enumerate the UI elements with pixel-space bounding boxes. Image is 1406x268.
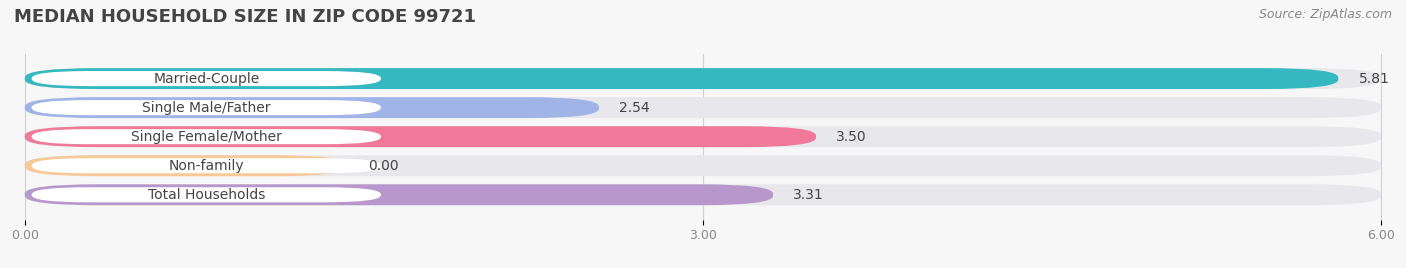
FancyBboxPatch shape [25,184,773,205]
FancyBboxPatch shape [25,155,1381,176]
Text: 5.81: 5.81 [1358,72,1389,85]
FancyBboxPatch shape [25,68,1381,89]
Text: Total Households: Total Households [148,188,264,202]
FancyBboxPatch shape [31,187,381,202]
FancyBboxPatch shape [25,155,347,176]
FancyBboxPatch shape [25,126,1381,147]
Text: Non-family: Non-family [169,159,245,173]
FancyBboxPatch shape [25,97,1381,118]
FancyBboxPatch shape [31,100,381,115]
Text: Single Female/Mother: Single Female/Mother [131,130,281,144]
Text: 0.00: 0.00 [368,159,398,173]
Text: 3.50: 3.50 [837,130,868,144]
Text: Source: ZipAtlas.com: Source: ZipAtlas.com [1258,8,1392,21]
FancyBboxPatch shape [25,184,1381,205]
FancyBboxPatch shape [31,158,381,173]
Text: 2.54: 2.54 [620,100,650,115]
FancyBboxPatch shape [25,126,815,147]
Text: Married-Couple: Married-Couple [153,72,260,85]
FancyBboxPatch shape [31,71,381,86]
FancyBboxPatch shape [25,68,1339,89]
Text: 3.31: 3.31 [793,188,824,202]
Text: MEDIAN HOUSEHOLD SIZE IN ZIP CODE 99721: MEDIAN HOUSEHOLD SIZE IN ZIP CODE 99721 [14,8,477,26]
FancyBboxPatch shape [25,97,599,118]
FancyBboxPatch shape [31,129,381,144]
Text: Single Male/Father: Single Male/Father [142,100,270,115]
